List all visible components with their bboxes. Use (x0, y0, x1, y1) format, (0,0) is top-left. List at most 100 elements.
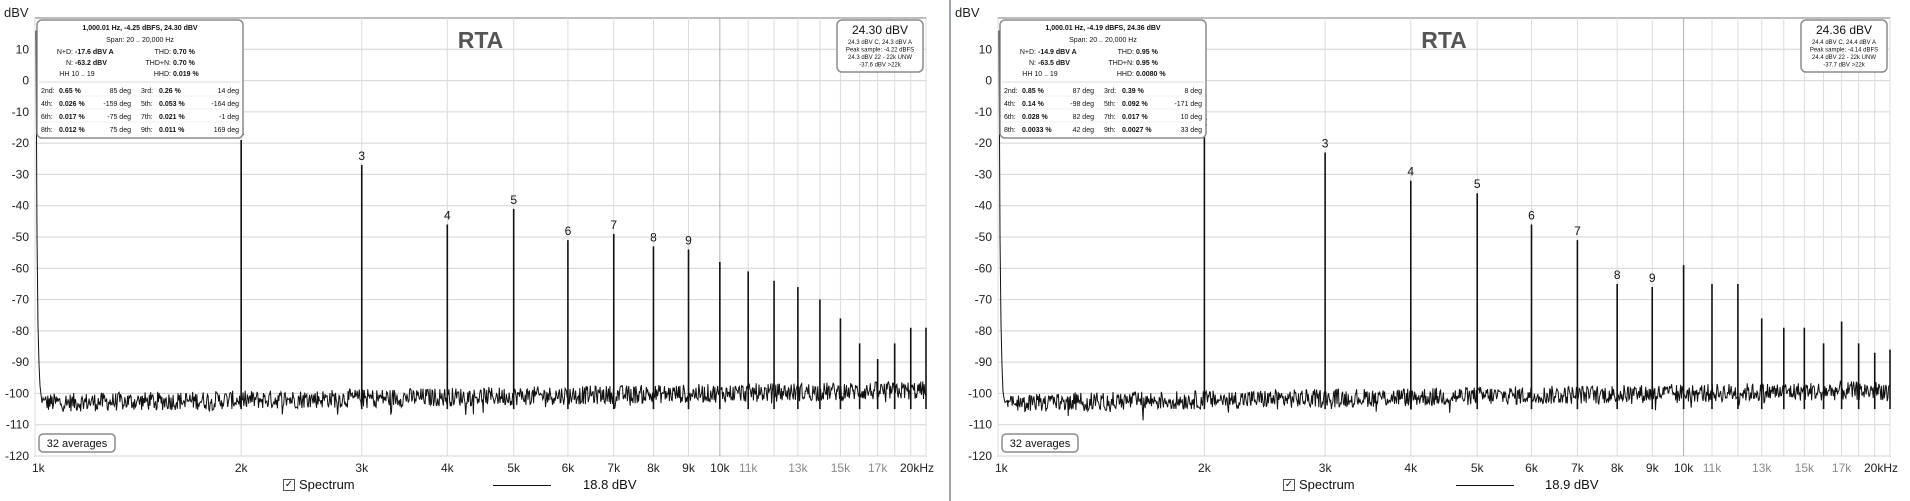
y-tick-label: -50 (975, 230, 993, 244)
averages-badge: 32 averages (38, 433, 116, 453)
x-tick-label: 4k (1404, 461, 1418, 475)
svg-text:82 deg: 82 deg (1073, 114, 1095, 121)
harmonic-pct: 0.092 % (1122, 101, 1148, 108)
x-tick-label: 10k (710, 461, 730, 475)
svg-text:6th:: 6th: (41, 114, 53, 121)
y-tick-label: -110 (969, 418, 992, 432)
info-span: Span: 20 .. 20,000 Hz (1069, 37, 1137, 44)
y-tick-label: -30 (975, 167, 993, 181)
y-tick-label: 10 (979, 42, 993, 56)
harmonic-pct: 0.011 % (159, 127, 185, 134)
x-tick-label: 6k (1525, 461, 1539, 475)
y-tick-label: -70 (12, 293, 30, 307)
spectrum-checkbox[interactable]: ✓ (283, 479, 295, 491)
x-tick-label: 8k (647, 461, 661, 475)
harmonic-pct: 0.053 % (159, 101, 185, 108)
thd-value: 0.70 % (173, 49, 196, 56)
harmonic-pct: 0.0033 % (1022, 127, 1052, 134)
averages-badge: 32 averages (1001, 433, 1079, 453)
level-line: 24.3 dBV C, 24.3 dBV A (848, 40, 912, 46)
svg-text:2nd:: 2nd: (41, 88, 55, 95)
svg-text:14 deg: 14 deg (218, 88, 240, 95)
y-tick-label: -40 (12, 199, 30, 213)
x-tick-label-minor: 15k (831, 461, 851, 475)
y-tick-label: -110 (6, 418, 29, 432)
svg-text:-171 deg: -171 deg (1174, 101, 1202, 108)
y-tick-label: -40 (975, 199, 993, 213)
harmonic-label: 8 (1614, 268, 1621, 282)
harmonic-pct: 0.39 % (1122, 88, 1145, 95)
level-line: 24.4 dBV 22 - 22k UNW (1812, 55, 1876, 61)
harmonic-pct: 0.017 % (1122, 114, 1148, 121)
harmonic-label: 3 (358, 149, 365, 163)
svg-text:85 deg: 85 deg (110, 88, 132, 95)
svg-text:THD+N:: THD+N: (1109, 60, 1135, 67)
thdn-value: 0.70 % (173, 60, 196, 67)
svg-text:-98 deg: -98 deg (1070, 101, 1094, 108)
svg-text:-1 deg: -1 deg (219, 114, 239, 121)
y-tick-label: -20 (12, 136, 30, 150)
harmonic-label: 4 (444, 208, 451, 222)
spectrum-trace (998, 30, 1890, 421)
x-tick-label: 2k (1198, 461, 1212, 475)
legend-bar: ✓ Spectrum 18.8 dBV (0, 476, 949, 496)
harmonic-label: 7 (1574, 224, 1581, 238)
harmonic-pct: 0.026 % (59, 101, 85, 108)
x-tick-label: 20kHz (1864, 461, 1898, 475)
harmonic-pct: 0.012 % (59, 127, 85, 134)
harmonic-label: 8 (650, 230, 657, 244)
legend-bar: ✓ Spectrum 18.9 dBV (951, 476, 1910, 496)
x-tick-label-minor: 17k (1832, 461, 1852, 475)
harmonic-pct: 0.85 % (1022, 88, 1045, 95)
svg-text:N+D:: N+D: (1020, 49, 1036, 56)
harmonic-label: 5 (1474, 177, 1481, 191)
x-tick-label-minor: 11k (1703, 461, 1722, 475)
svg-text:33 deg: 33 deg (1181, 127, 1203, 134)
svg-text:42 deg: 42 deg (1073, 127, 1095, 134)
level-line: 24.3 dBV 22 - 22k UNW (848, 55, 912, 61)
y-tick-label: -100 (968, 386, 992, 400)
x-tick-label-minor: 15k (1795, 461, 1815, 475)
x-tick-label: 9k (1646, 461, 1660, 475)
x-tick-label: 1k (32, 461, 46, 475)
x-tick-label-minor: 13k (1752, 461, 1772, 475)
x-tick-label: 2k (235, 461, 249, 475)
svg-text:8 deg: 8 deg (1184, 88, 1202, 95)
legend-value: 18.8 dBV (583, 477, 637, 492)
legend-line-swatch (493, 485, 551, 486)
y-tick-label: -10 (12, 105, 30, 119)
spectrum-checkbox[interactable]: ✓ (1283, 479, 1295, 491)
svg-text:HH 10 .. 19: HH 10 .. 19 (1022, 71, 1058, 78)
svg-text:9th:: 9th: (141, 127, 153, 134)
y-tick-label: -80 (12, 324, 30, 338)
harmonic-pct: 0.028 % (1022, 114, 1048, 121)
y-tick-label: -90 (12, 355, 30, 369)
level-readout-box: 24.30 dBV 24.3 dBV C, 24.3 dBV A Peak samp… (836, 19, 924, 73)
spectrum-trace (35, 30, 927, 415)
svg-text:5th:: 5th: (141, 101, 153, 108)
harmonic-pct: 0.65 % (59, 88, 82, 95)
svg-text:HHD:: HHD: (1117, 71, 1134, 78)
rta-panel-right: 10 0 -10 -20 -30 -40 -50 -60 -70 -80 -90 -100 -110 -1… (951, 0, 1910, 501)
y-tick-label: -120 (968, 449, 992, 463)
y-tick-label: -50 (12, 230, 30, 244)
level-line: 24.4 dBV C, 24.4 dBV A (1812, 40, 1876, 46)
x-tick-label: 1k (995, 461, 1009, 475)
svg-text:75 deg: 75 deg (110, 127, 132, 134)
harmonic-pct: 0.017 % (59, 114, 85, 121)
svg-text:2nd:: 2nd: (1004, 88, 1018, 95)
nd-value: -17.6 dBV A (75, 49, 114, 56)
svg-text:32 averages: 32 averages (47, 438, 108, 450)
svg-text:7th:: 7th: (1104, 114, 1116, 121)
chart-title: RTA (1421, 27, 1467, 53)
harmonic-label: 7 (610, 218, 617, 232)
legend-line-swatch (1456, 485, 1514, 486)
harmonic-label: 9 (1649, 271, 1656, 285)
harmonic-pct: 0.021 % (159, 114, 185, 121)
svg-text:8th:: 8th: (41, 127, 53, 134)
rta-chart-left: 10 0 -10 -20 -30 -40 -50 -60 -70 -80 -90 -100 -110 -1… (4, 5, 934, 475)
info-span: Span: 20 .. 20,000 Hz (106, 37, 174, 44)
thd-value: 0.95 % (1136, 49, 1159, 56)
legend-value: 18.9 dBV (1545, 477, 1599, 492)
svg-text:N+D:: N+D: (57, 49, 73, 56)
